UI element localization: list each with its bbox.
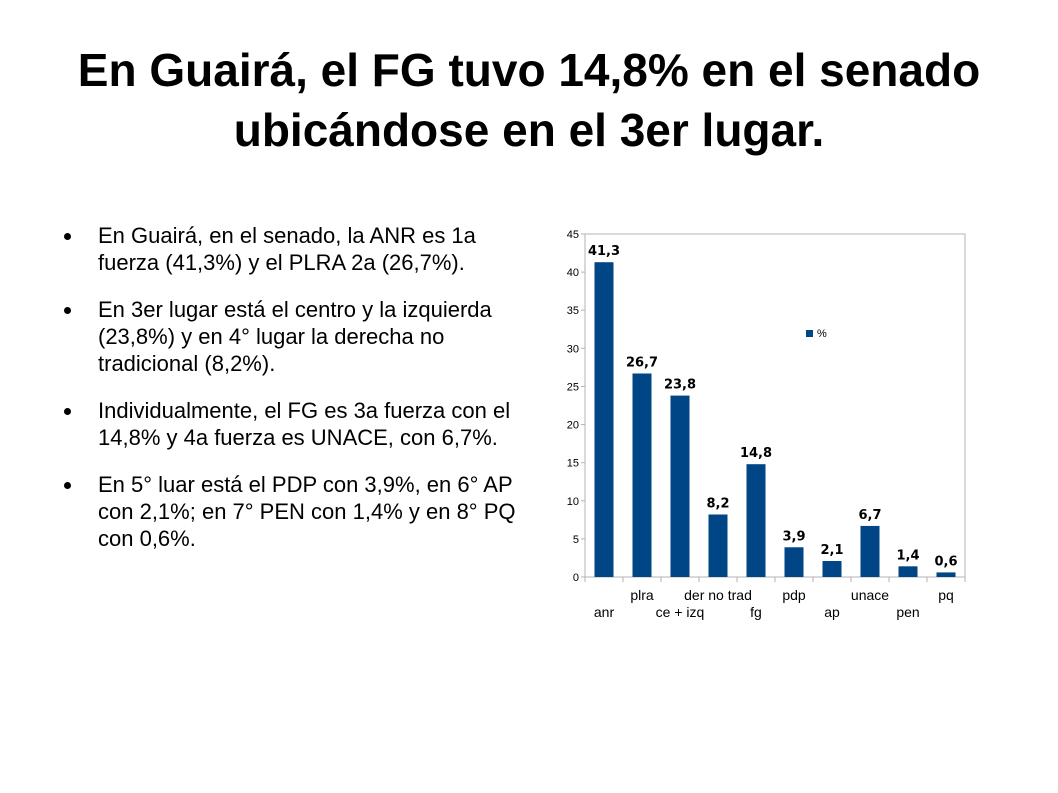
x-category-label: anr	[594, 604, 615, 620]
x-category-label: pq	[938, 587, 954, 603]
data-label: 3,9	[782, 529, 805, 544]
bullet-item: Individualmente, el FG es 3a fuerza con …	[60, 397, 520, 451]
bullet-item: En 5° luar está el PDP con 3,9%, en 6° A…	[60, 471, 520, 552]
bar	[898, 566, 918, 577]
y-tick-label: 35	[567, 305, 579, 317]
legend-label: %	[817, 328, 827, 340]
bullet-item: En Guairá, en el senado, la ANR es 1a fu…	[60, 222, 520, 276]
bar	[822, 560, 842, 577]
y-tick-label: 20	[567, 420, 579, 432]
bar	[632, 373, 652, 577]
y-tick-label: 10	[567, 496, 579, 508]
data-label: 0,6	[934, 554, 957, 569]
data-label: 8,2	[706, 496, 729, 511]
x-category-label: ap	[824, 604, 840, 620]
y-tick-label: 25	[567, 381, 579, 393]
x-category-label: pen	[896, 604, 919, 620]
x-category-label: unace	[851, 587, 889, 603]
y-tick-label: 5	[573, 534, 579, 546]
bar-chart: 0 5 10 15 20 25 30 35 40 45 41,3 anr 26,7 plra 23,8 ce …	[567, 229, 966, 620]
bar	[594, 262, 614, 577]
y-tick-label: 15	[567, 458, 579, 470]
bar	[860, 525, 880, 577]
data-label: 23,8	[664, 378, 696, 393]
slide-title: En Guairá, el FG tuvo 14,8% en el senado…	[77, 44, 981, 156]
bar	[936, 572, 956, 577]
bullet-list: En Guairá, en el senado, la ANR es 1a fu…	[60, 222, 520, 572]
x-category-label: fg	[750, 604, 762, 620]
y-tick-label: 0	[573, 572, 579, 584]
data-label: 6,7	[858, 508, 881, 523]
bar	[708, 514, 728, 577]
bar	[746, 464, 766, 577]
data-label: 41,3	[588, 244, 620, 259]
y-tick-label: 45	[567, 229, 579, 241]
y-tick-label: 30	[567, 343, 579, 355]
x-category-label: der no trad	[684, 587, 752, 603]
bar	[784, 547, 804, 577]
y-tick-label: 40	[567, 267, 579, 279]
data-label: 14,8	[740, 446, 772, 461]
x-category-label: ce + izq	[656, 604, 705, 620]
data-label: 2,1	[820, 543, 843, 558]
data-label: 26,7	[626, 355, 658, 370]
x-category-label: pdp	[782, 587, 806, 603]
x-category-label: plra	[630, 587, 654, 603]
bar	[670, 395, 690, 577]
data-label: 1,4	[896, 548, 919, 563]
bullet-item: En 3er lugar está el centro y la izquier…	[60, 296, 520, 377]
legend-swatch	[806, 330, 813, 337]
